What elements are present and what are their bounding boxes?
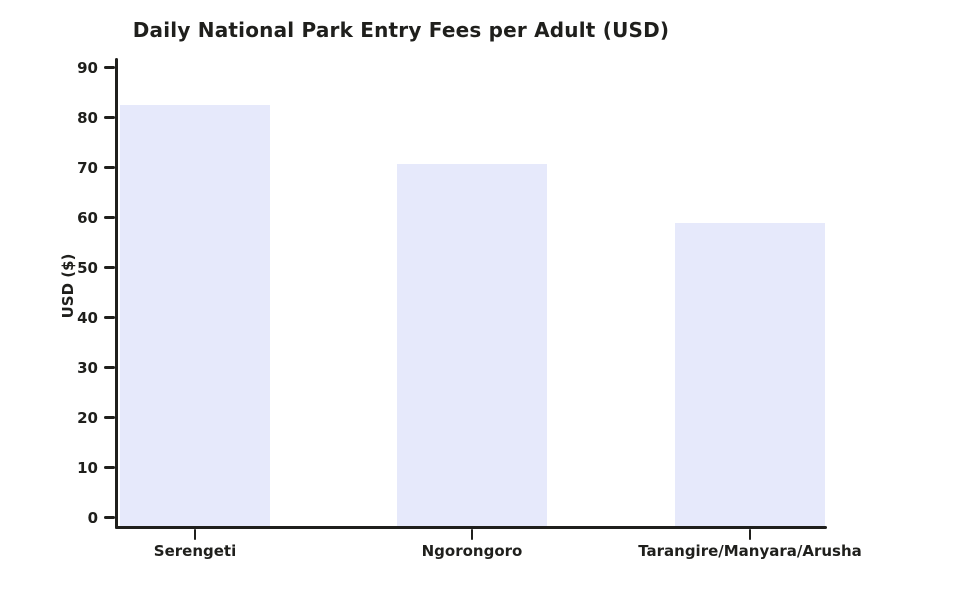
y-tick [104, 216, 115, 219]
y-tick-label: 70 [77, 158, 98, 177]
chart-title: Daily National Park Entry Fees per Adult… [132, 18, 670, 42]
y-tick-label: 60 [77, 208, 98, 227]
x-tick-label: Ngorongoro [421, 542, 523, 560]
y-tick-label: 50 [77, 258, 98, 277]
y-tick [104, 366, 115, 369]
y-tick-label: 40 [77, 308, 98, 327]
x-tick [193, 529, 197, 540]
y-tick [104, 66, 115, 69]
y-tick-label: 10 [77, 458, 98, 477]
y-tick [104, 466, 115, 469]
y-axis-line [115, 58, 118, 529]
x-tick [748, 529, 752, 540]
y-tick-label: 80 [77, 108, 98, 127]
x-axis-line [115, 525, 827, 529]
x-tick-label: Tarangire/Manyara/Arusha [638, 542, 862, 560]
bar-tarangire-manyara-arusha [675, 222, 825, 528]
y-tick [104, 416, 115, 419]
bar-serengeti [120, 104, 270, 528]
y-tick-label: 20 [77, 408, 98, 427]
y-tick [104, 116, 115, 119]
bar-ngorongoro [397, 163, 547, 528]
y-tick [104, 316, 115, 319]
y-tick [104, 166, 115, 169]
y-tick [104, 516, 115, 519]
x-tick-label: Serengeti [153, 542, 237, 560]
y-tick [104, 266, 115, 269]
y-tick-label: 90 [77, 58, 98, 77]
x-tick [470, 529, 474, 540]
y-tick-label: 0 [87, 508, 98, 527]
y-tick-label: 30 [77, 358, 98, 377]
